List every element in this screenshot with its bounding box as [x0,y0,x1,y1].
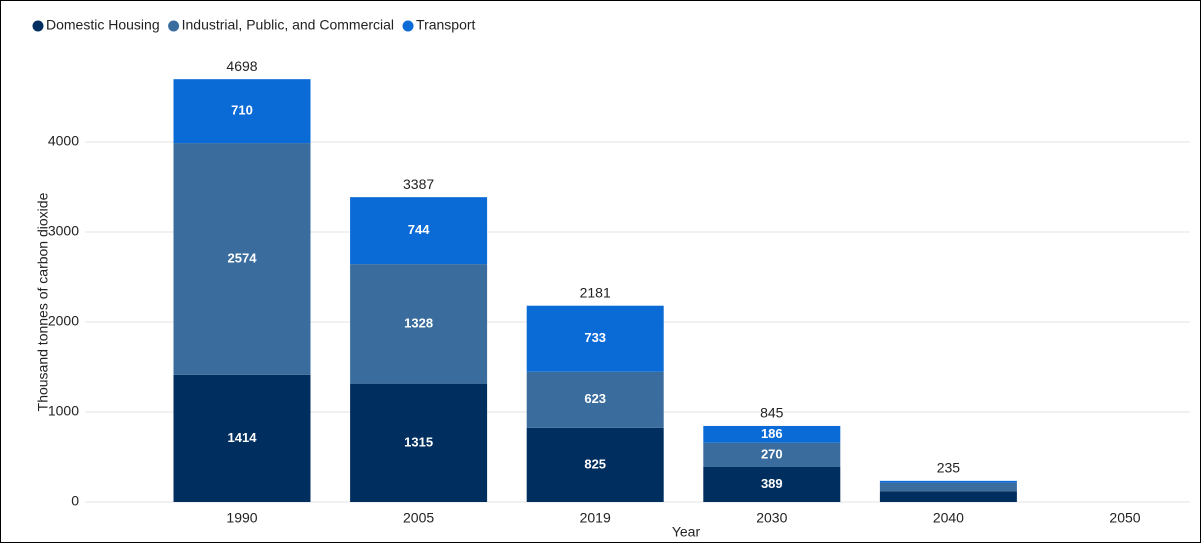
data-label: 389 [761,476,783,491]
bar-segment [526,371,664,428]
bar-segment [526,427,664,502]
legend-label: Industrial, Public, and Commercial [182,17,394,33]
data-label: 623 [584,391,606,406]
x-axis-title: Year [672,524,701,540]
x-tick-label: 2040 [933,510,964,526]
bar-segment [350,383,488,502]
legend-marker [168,20,180,32]
data-label: 744 [408,222,430,237]
bar-segment [350,264,488,384]
legend-label: Transport [416,17,476,33]
bar-segment [173,374,311,502]
data-label: 2574 [228,250,258,265]
total-label: 3387 [403,176,434,192]
data-label: 186 [761,426,783,441]
bar-segment [879,482,1017,492]
total-label: 235 [937,460,961,476]
data-label: 1328 [404,315,433,330]
y-tick-label: 0 [71,493,79,509]
bar-segment [350,197,488,265]
total-label: 4698 [226,58,257,74]
y-axis-title: Thousand tonnes of carbon dioxide [35,192,51,411]
data-label: 825 [584,456,606,471]
x-tick-label: 2030 [756,510,787,526]
bar-segment [703,466,841,502]
data-label: 710 [231,103,253,118]
y-tick-label: 1000 [48,403,79,419]
legend-label: Domestic Housing [46,17,160,33]
total-label: 845 [760,405,784,421]
legend-marker [32,20,44,32]
x-tick-label: 2005 [403,510,434,526]
y-tick-label: 2000 [48,313,79,329]
bar-segment [879,491,1017,502]
bar-segment [879,480,1017,483]
bar-segment [173,143,311,375]
bar-segment [703,442,841,467]
bar-segment [703,425,841,443]
bar-segment [173,79,311,144]
x-tick-label: 2019 [580,510,611,526]
data-label: 270 [761,446,783,461]
x-tick-label: 2050 [1109,510,1140,526]
total-label: 2181 [580,284,611,300]
data-label: 733 [584,330,606,345]
bar-segment [526,305,664,372]
data-label: 1414 [228,430,258,445]
x-tick-label: 1990 [226,510,257,526]
legend-marker [402,20,414,32]
data-label: 1315 [404,434,433,449]
y-tick-label: 3000 [48,223,79,239]
y-tick-label: 4000 [48,133,79,149]
